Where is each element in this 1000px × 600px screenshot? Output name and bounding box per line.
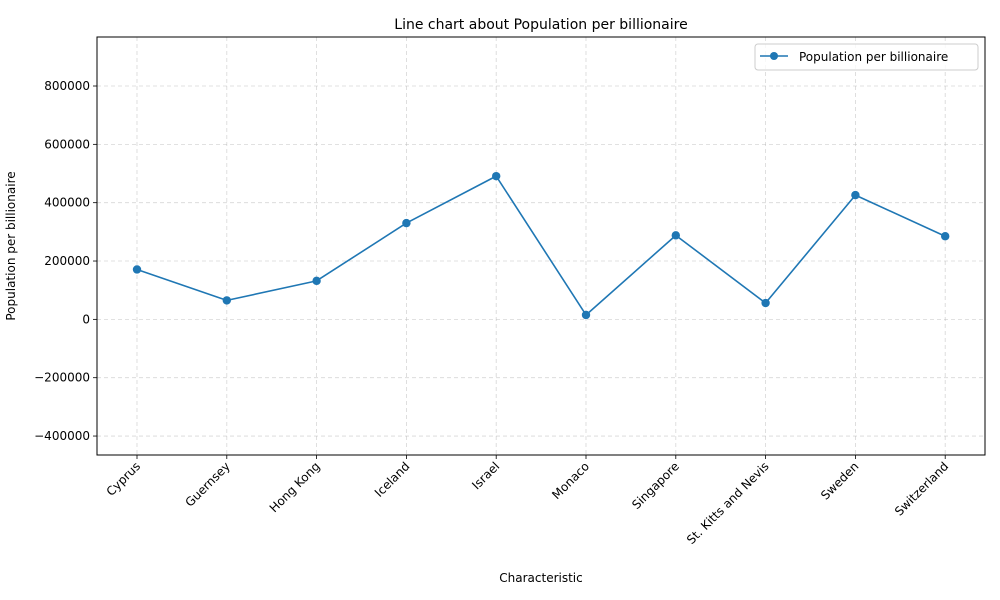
data-point	[761, 298, 770, 308]
x-axis-title: Characteristic	[499, 571, 582, 585]
data-point	[941, 232, 950, 241]
data-point	[222, 296, 231, 305]
legend-box	[754, 43, 979, 71]
legend-marker-swatch	[770, 52, 778, 60]
y-tick-label: 600000	[44, 137, 90, 151]
data-point	[312, 276, 321, 286]
y-axis-title: Population per billionaire	[4, 171, 18, 320]
data-point	[132, 265, 142, 274]
data-point	[492, 171, 501, 181]
legend-label: Population per billionaire	[799, 50, 948, 64]
chart-title: Line chart about Population per billiona…	[394, 17, 687, 33]
legend: Population per billionaire	[754, 43, 979, 71]
y-tick-label: 800000	[44, 79, 90, 93]
data-point	[581, 310, 591, 320]
y-tick-label: 400000	[44, 196, 90, 210]
data-point	[402, 218, 411, 228]
data-point	[671, 231, 680, 240]
data-point	[851, 190, 860, 200]
y-tick-label: −400000	[34, 429, 90, 443]
y-tick-label: 200000	[44, 254, 90, 268]
series-line	[136, 175, 946, 316]
y-tick-label: 0	[82, 312, 90, 326]
plot-frame	[96, 36, 986, 456]
y-axis-ticks: −400000 −200000 0 200000 400000 600000 800000	[34, 79, 97, 443]
series-markers	[132, 171, 950, 320]
y-tick-label: −200000	[34, 371, 90, 385]
series-lines	[136, 175, 946, 316]
grid-lines	[97, 37, 985, 455]
